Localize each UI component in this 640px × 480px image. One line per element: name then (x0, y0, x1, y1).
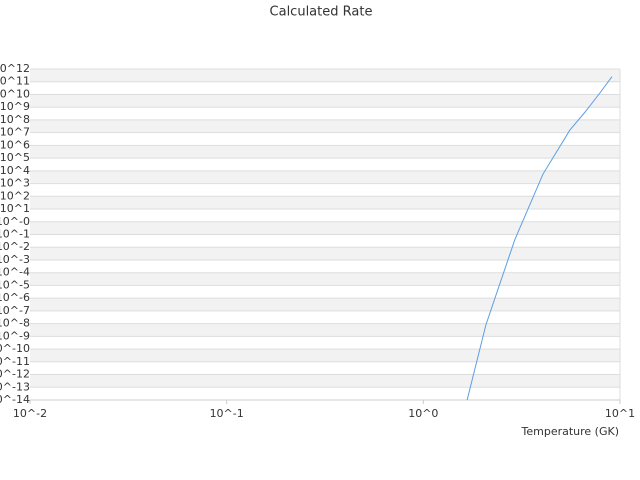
y-tick-label: 10^-11 (0, 355, 30, 368)
y-tick-label: 10^-10 (0, 342, 30, 355)
y-tick-label: 10^-9 (0, 329, 30, 342)
chart-title: Calculated Rate (270, 5, 373, 20)
x-tick-label: 10^1 (605, 407, 635, 420)
y-tick-label: 10^5 (0, 151, 30, 164)
y-tick-label: 10^10 (0, 87, 30, 100)
grid-band (30, 94, 620, 108)
x-tick-label: 10^0 (408, 407, 438, 420)
grid-band (30, 170, 620, 184)
y-tick-label: 10^-12 (0, 368, 30, 381)
y-tick-label: 10^9 (0, 100, 30, 113)
grid-band (30, 323, 620, 337)
x-axis-label: Temperature (GK) (521, 425, 620, 438)
grid-band (30, 349, 620, 362)
grid-band (30, 196, 620, 210)
grid-band (30, 298, 620, 311)
y-tick-label: 10^-6 (0, 291, 30, 304)
y-tick-label: 10^-14 (0, 393, 30, 406)
y-tick-label: 10^-7 (0, 304, 30, 317)
x-tick-label: 10^-2 (13, 407, 47, 420)
y-tick-label: 10^-4 (0, 266, 30, 279)
y-tick-label: 10^-1 (0, 228, 30, 241)
y-tick-label: 10^-8 (0, 317, 30, 330)
grid-band (30, 374, 620, 388)
y-tick-label: 10^1 (0, 202, 30, 215)
y-tick-label: 10^6 (0, 138, 30, 151)
y-tick-label: 10^-3 (0, 253, 30, 266)
y-tick-label: 10^4 (0, 164, 30, 177)
y-tick-label: 10^-5 (0, 278, 30, 291)
y-tick-label: 10^7 (0, 126, 30, 139)
y-tick-label: 10^2 (0, 189, 30, 202)
grid-band (30, 69, 620, 82)
x-tick-label: 10^-1 (210, 407, 244, 420)
y-tick-label: 10^3 (0, 177, 30, 190)
y-tick-label: 10^-0 (0, 215, 30, 228)
grid-band (30, 145, 620, 159)
grid-band (30, 272, 620, 286)
y-tick-label: 10^-2 (0, 240, 30, 253)
grid-band (30, 119, 620, 133)
grid-band (30, 247, 620, 260)
data-line (466, 76, 613, 400)
y-tick-label: 10^-13 (0, 380, 30, 393)
y-tick-label: 10^8 (0, 113, 30, 126)
y-tick-label: 10^12 (0, 62, 30, 75)
y-tick-label: 10^11 (0, 75, 30, 88)
grid (30, 68, 620, 401)
grid-band (30, 221, 620, 235)
